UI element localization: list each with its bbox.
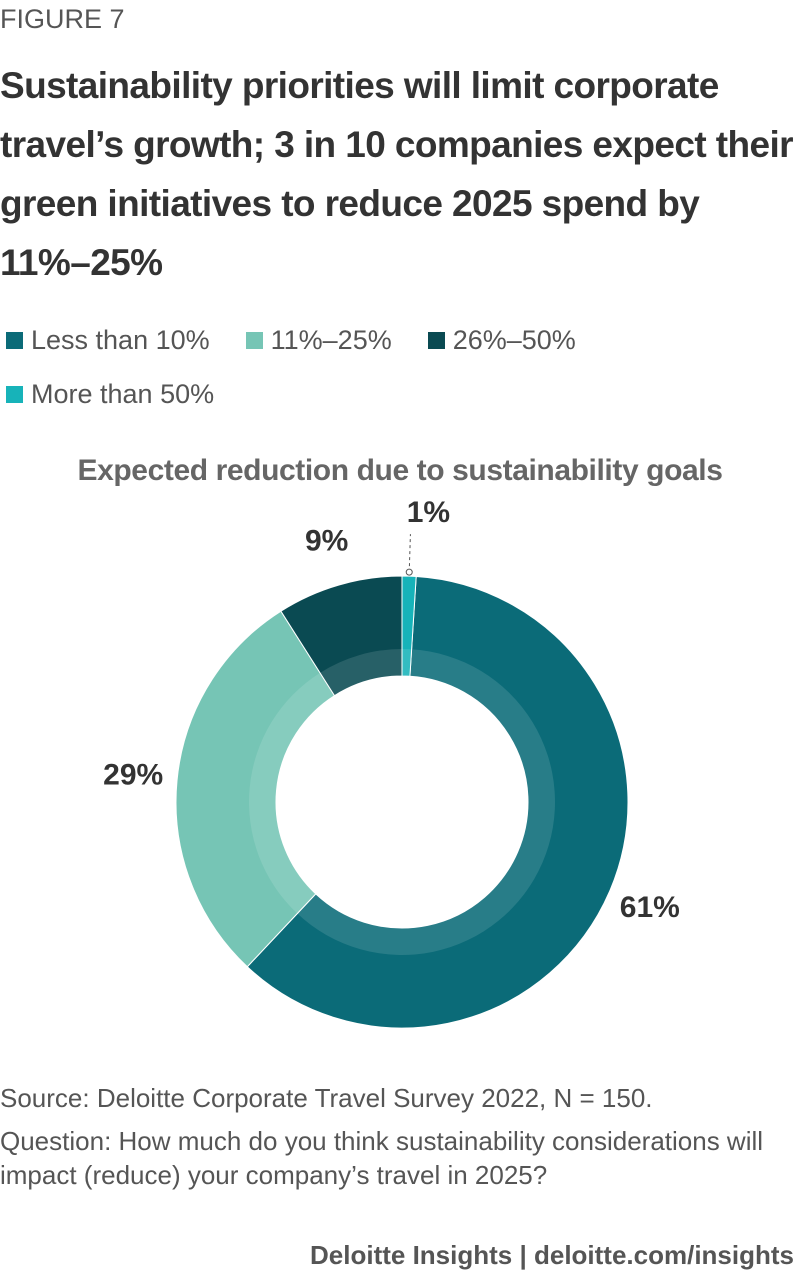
donut-inner-band [402,649,412,677]
legend-swatch [427,331,445,349]
legend-label: 26%–50% [452,324,576,355]
legend-label: More than 50% [31,378,215,409]
donut-inner-band [248,672,335,914]
legend-item: Less than 10% [6,322,210,358]
legend-swatch [245,331,263,349]
question: Question: How much do you think sustaina… [0,1126,764,1190]
donut-slice [246,575,629,1029]
source: Source: Deloitte Corporate Travel Survey… [0,1083,653,1113]
legend-item: 11%–25% [245,322,392,358]
chart-subtitle: Expected reduction due to sustainability… [77,454,723,487]
donut-inner-band [297,649,555,955]
figure-label: FIGURE 7 [0,4,125,34]
donut-slice [175,610,336,968]
chart-title: Sustainability priorities will limit cor… [0,65,794,283]
legend: Less than 10% 11%–25% 26%–50% More than 50% [6,322,706,412]
legend-item: More than 50% [6,376,214,412]
legend-swatch [6,331,23,349]
data-label: 9% [305,525,348,558]
legend-label: 11%–25% [270,324,392,355]
data-label: 29% [103,759,163,792]
leader-line [408,534,411,573]
data-label: 1% [407,496,450,529]
branding: Deloitte Insights | deloitte.com/insight… [310,1240,794,1270]
legend-item: 26%–50% [427,322,576,358]
donut-inner-band [320,649,402,696]
donut-slice [401,575,417,677]
legend-label: Less than 10% [31,324,210,355]
data-label: 61% [620,891,680,924]
legend-swatch [6,385,23,403]
leader-dot [405,568,413,576]
